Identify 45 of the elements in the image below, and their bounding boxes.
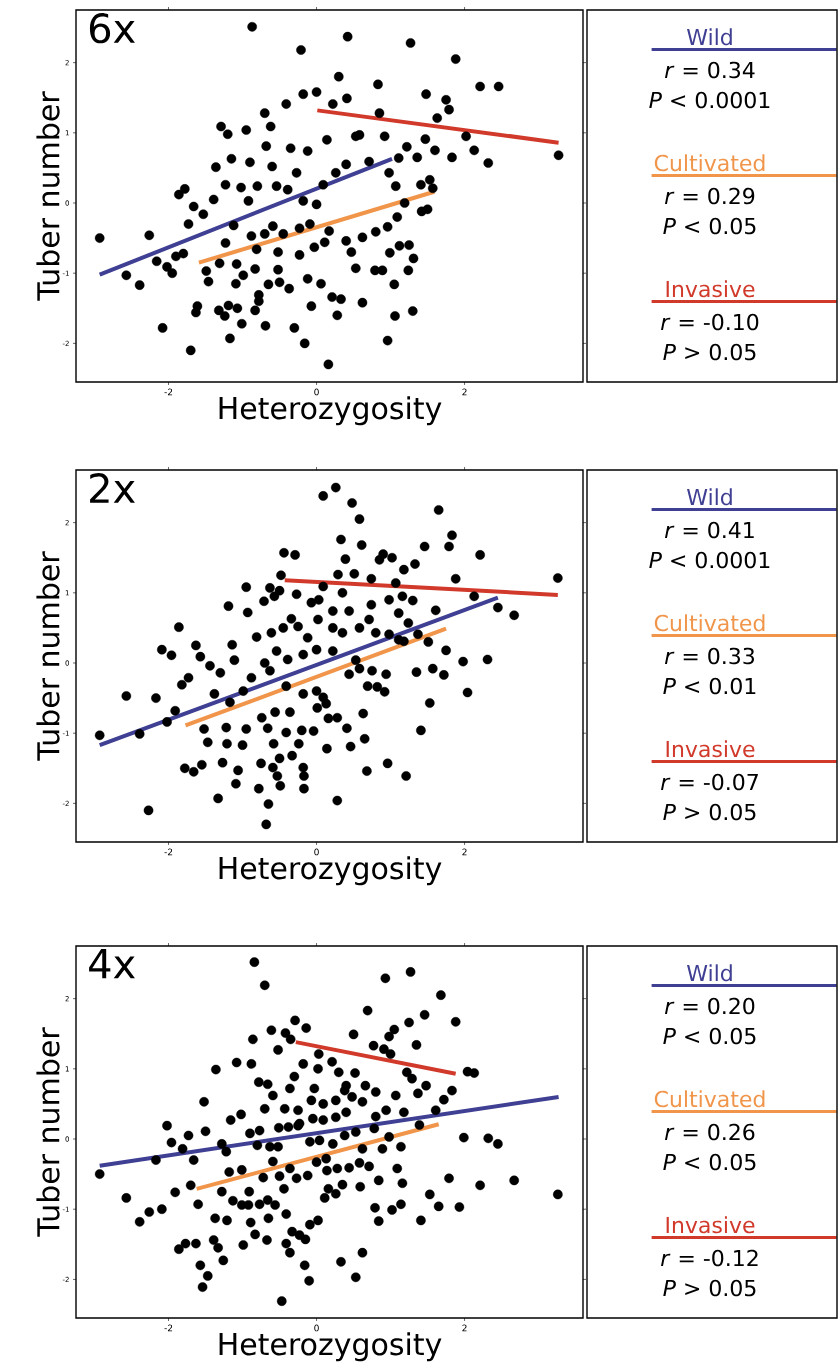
x-tick-label: 0 bbox=[314, 848, 319, 856]
text: r = 0.41 bbox=[664, 521, 754, 539]
x-axis-title: Heterozygosity bbox=[219, 856, 442, 886]
text: r = 0.29 bbox=[664, 187, 755, 205]
text: P < 0.05 bbox=[663, 217, 756, 235]
y-axis-title: Tuber number bbox=[36, 1027, 60, 1237]
text: P < 0.05 bbox=[663, 1153, 756, 1171]
x-tick-label: 2 bbox=[462, 848, 467, 856]
text: r = -0.12 bbox=[661, 1249, 758, 1267]
text: r = 0.33 bbox=[664, 647, 755, 665]
text: Cultivated bbox=[654, 154, 765, 172]
text: Wild bbox=[687, 28, 732, 46]
text: r = 0.20 bbox=[664, 997, 755, 1015]
text: Wild bbox=[687, 488, 732, 506]
x-tick-label: 0 bbox=[314, 388, 319, 396]
x-axis-title: Heterozygosity bbox=[219, 1332, 442, 1362]
chart-title: 2x bbox=[90, 473, 135, 503]
x-tick-label: -2 bbox=[164, 388, 173, 396]
y-axis-title: Tuber number bbox=[36, 91, 60, 301]
y-axis-title: Tuber number bbox=[36, 551, 60, 761]
text: P < 0.0001 bbox=[649, 91, 770, 109]
text: P > 0.05 bbox=[663, 1279, 756, 1297]
text: Cultivated bbox=[654, 614, 765, 632]
text: P > 0.05 bbox=[663, 343, 756, 361]
text: P < 0.05 bbox=[663, 1027, 756, 1045]
text: Invasive bbox=[666, 1216, 755, 1234]
text: Cultivated bbox=[654, 1090, 765, 1108]
text: Invasive bbox=[666, 280, 755, 298]
x-tick-label: 2 bbox=[462, 388, 467, 396]
text: P < 0.01 bbox=[663, 677, 756, 695]
chart-title: 4x bbox=[89, 949, 135, 979]
text: r = -0.10 bbox=[661, 313, 759, 331]
text: Invasive bbox=[666, 740, 755, 758]
text: r = 0.26 bbox=[664, 1123, 755, 1141]
x-tick-label: -2 bbox=[164, 1324, 173, 1332]
text: r = -0.07 bbox=[661, 773, 758, 791]
x-tick-label: 0 bbox=[314, 1324, 319, 1332]
text: P > 0.05 bbox=[663, 803, 756, 821]
text: Wild bbox=[687, 964, 732, 982]
x-axis-title: Heterozygosity bbox=[219, 396, 442, 426]
text: r = 0.34 bbox=[664, 61, 755, 79]
text: P < 0.0001 bbox=[649, 551, 770, 569]
x-tick-label: 2 bbox=[462, 1324, 467, 1332]
x-tick-label: -2 bbox=[164, 848, 173, 856]
chart-title: 6x bbox=[89, 13, 135, 44]
